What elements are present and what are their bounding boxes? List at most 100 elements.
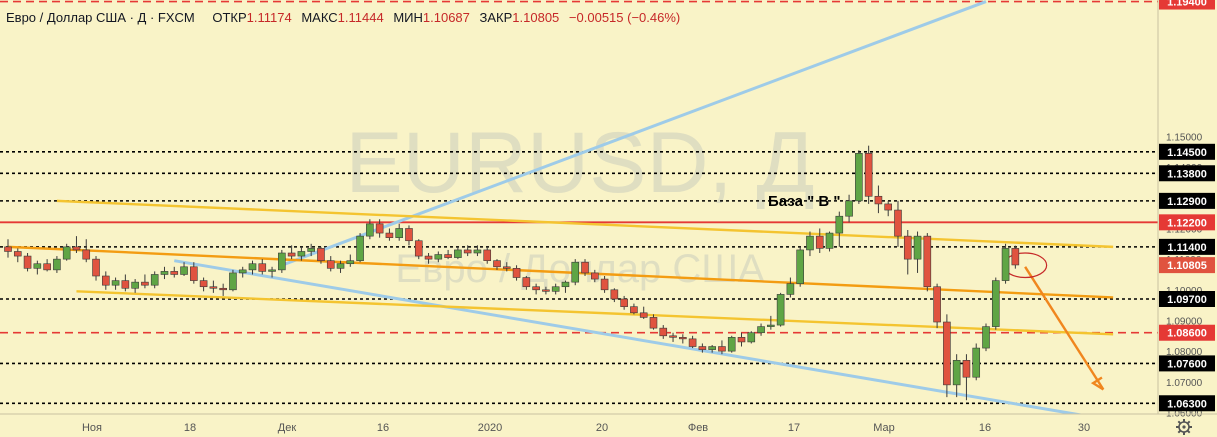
level-price-labels: 1.19400 1.14500 1.13800 1.12900 1.12200 1.114… bbox=[1159, 0, 1215, 412]
candle-up bbox=[366, 223, 374, 237]
candle-up bbox=[845, 200, 853, 217]
candle-down bbox=[92, 258, 100, 277]
candle-down bbox=[102, 275, 110, 286]
candle-down bbox=[590, 272, 599, 280]
candle-up bbox=[473, 249, 482, 254]
candle-up bbox=[53, 258, 61, 271]
candle-up bbox=[131, 281, 139, 289]
candle-down bbox=[13, 251, 22, 257]
trendline-blue[interactable] bbox=[174, 259, 1085, 418]
candle-down bbox=[737, 337, 746, 343]
candle-up bbox=[727, 337, 736, 352]
candle-up bbox=[229, 272, 237, 291]
trendlines[interactable] bbox=[7, 0, 1114, 418]
time-tick-label: Ноя bbox=[82, 422, 102, 434]
level-price-label: 1.08600 bbox=[1167, 328, 1207, 340]
candle-up bbox=[160, 271, 169, 275]
candle-up bbox=[855, 153, 863, 202]
candle-down bbox=[610, 289, 619, 300]
level-price-tag bbox=[1159, 214, 1215, 231]
high-label: МАКС bbox=[301, 10, 338, 25]
level-price-tag bbox=[1159, 192, 1215, 209]
candle-down bbox=[121, 280, 130, 289]
candle-down bbox=[4, 246, 12, 252]
candle-up bbox=[776, 294, 785, 326]
time-tick-label: 16 bbox=[979, 422, 991, 434]
candle-down bbox=[43, 263, 51, 271]
trendline-yellow[interactable] bbox=[56, 199, 1114, 249]
candle-down bbox=[414, 240, 423, 257]
candle-down bbox=[483, 249, 492, 261]
level-price-label: 1.13800 bbox=[1167, 168, 1207, 180]
forecast-arrow-head[interactable] bbox=[1090, 376, 1104, 391]
candle-up bbox=[150, 274, 159, 286]
candle-down bbox=[894, 209, 902, 237]
candle-up bbox=[1001, 248, 1010, 281]
candle-up bbox=[434, 254, 443, 260]
candle-down bbox=[864, 153, 873, 197]
candle-down bbox=[170, 271, 179, 275]
price-levels bbox=[0, 0, 1158, 405]
candle-up bbox=[33, 263, 42, 269]
level-price-label: 1.14500 bbox=[1167, 147, 1207, 159]
level-price-tag bbox=[1159, 165, 1215, 182]
candle-down bbox=[385, 232, 394, 238]
time-axis-panel[interactable] bbox=[0, 414, 1158, 437]
candle-down bbox=[542, 289, 550, 292]
trendline-orange[interactable] bbox=[7, 245, 1114, 299]
watermark-ticker: EURUSD, Д bbox=[345, 115, 814, 211]
candle-down bbox=[463, 249, 472, 254]
candle-down bbox=[639, 312, 648, 318]
close-value: 1.10805 bbox=[512, 10, 560, 25]
open-label: ОТКР bbox=[212, 10, 247, 25]
settings-gear-icon[interactable] bbox=[1176, 419, 1192, 435]
candle-up bbox=[395, 228, 404, 238]
candle-down bbox=[502, 266, 511, 269]
level-price-label: 1.07600 bbox=[1167, 358, 1207, 370]
forecast-arrow-shaft[interactable] bbox=[1024, 266, 1105, 391]
candle-up bbox=[806, 235, 814, 251]
level-price-tag bbox=[1159, 395, 1215, 412]
annotation-base-v: База " В " bbox=[768, 193, 840, 210]
candle-up bbox=[297, 251, 306, 257]
current-price-tag bbox=[1159, 257, 1215, 274]
candle-down bbox=[718, 346, 726, 352]
low-value: 1.10687 bbox=[422, 10, 470, 25]
candle-down bbox=[375, 223, 384, 234]
candle-down bbox=[581, 261, 589, 274]
candle-down bbox=[532, 286, 540, 291]
candle-up bbox=[346, 260, 355, 265]
trendline-blue[interactable] bbox=[281, 0, 987, 267]
candle-down bbox=[620, 298, 628, 307]
candle-up bbox=[767, 324, 775, 327]
candle-up bbox=[278, 252, 286, 271]
change-value: −0.00515 (−0.46%) bbox=[568, 10, 681, 25]
symbol-title[interactable]: Евро / Доллар США · Д · FXCM bbox=[6, 10, 195, 25]
level-price-label: 1.19400 bbox=[1167, 0, 1207, 9]
level-price-label: 1.11400 bbox=[1167, 242, 1206, 254]
time-tick-label: 18 bbox=[184, 422, 196, 434]
candle-up bbox=[786, 283, 795, 295]
trendline-yellow[interactable] bbox=[76, 290, 1114, 336]
watermark: EURUSD, Д Евро / Доллар США bbox=[345, 115, 814, 291]
candle-down bbox=[659, 327, 668, 337]
candle-up bbox=[454, 249, 462, 258]
level-price-tag bbox=[1159, 0, 1215, 10]
candle-up bbox=[982, 326, 990, 349]
time-axis-ticks: Ноя 18 Дек 16 2020 20 Фев 17 Мар 16 30 bbox=[82, 422, 1090, 434]
symbol-legend[interactable]: Евро / Доллар США · Д · FXCM ОТКР1.11174… bbox=[6, 10, 680, 25]
candle-down bbox=[258, 263, 267, 272]
candles bbox=[4, 145, 1020, 401]
candle-down bbox=[287, 252, 296, 257]
candle-up bbox=[180, 266, 188, 275]
candle-down bbox=[943, 321, 951, 386]
time-tick-label: Дек bbox=[278, 422, 297, 434]
candle-down bbox=[326, 260, 335, 269]
level-price-tag bbox=[1159, 324, 1215, 341]
close-label: ЗАКР bbox=[479, 10, 513, 25]
time-tick-label: 30 bbox=[1078, 422, 1090, 434]
high-value: 1.11444 bbox=[337, 10, 384, 25]
candle-down bbox=[884, 203, 893, 211]
